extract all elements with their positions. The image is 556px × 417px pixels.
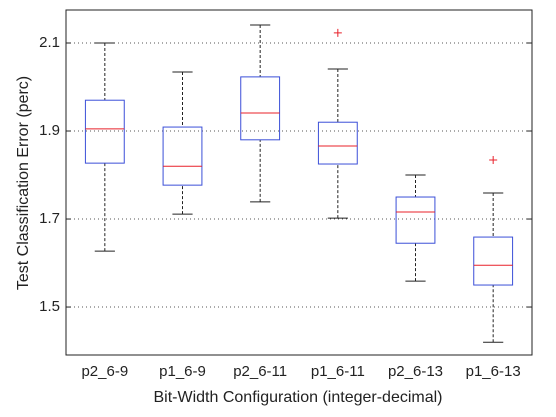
y-tick-label: 2.1 bbox=[39, 34, 60, 51]
x-tick-label: p2_6-13 bbox=[388, 363, 443, 380]
plot-frame bbox=[65, 9, 533, 356]
box bbox=[240, 76, 281, 141]
x-tick-label: p2_6-9 bbox=[81, 363, 128, 380]
x-tick-label: p2_6-11 bbox=[233, 363, 287, 380]
y-tick-label: 1.9 bbox=[39, 122, 60, 139]
x-tick-label: p1_6-9 bbox=[159, 363, 206, 380]
x-tick-label: p1_6-13 bbox=[466, 363, 521, 380]
outlier bbox=[333, 28, 342, 37]
box bbox=[317, 121, 358, 165]
box bbox=[84, 99, 125, 164]
outlier bbox=[489, 156, 498, 165]
y-tick-label: 1.5 bbox=[39, 298, 60, 315]
y-tick-label: 1.7 bbox=[39, 210, 60, 227]
box bbox=[473, 236, 514, 286]
y-axis-label: Test Classification Error (perc) bbox=[15, 76, 32, 290]
x-axis-label: Bit-Width Configuration (integer-decimal… bbox=[154, 389, 443, 406]
box bbox=[162, 126, 203, 186]
x-tick-label: p1_6-11 bbox=[311, 363, 365, 380]
box bbox=[395, 196, 436, 244]
